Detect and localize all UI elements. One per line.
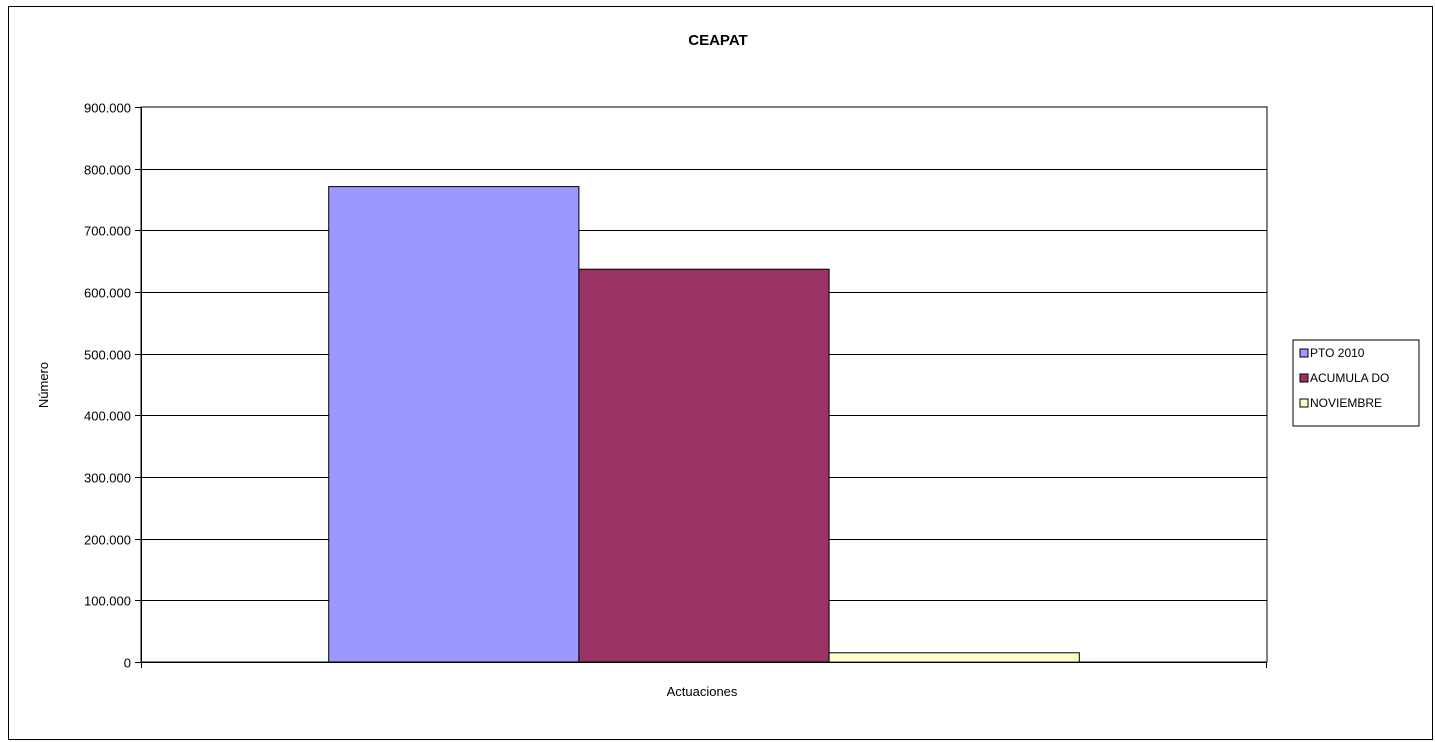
y-tick-label: 0 (124, 656, 131, 671)
y-tick-label: 400.000 (84, 409, 131, 424)
y-tick-label: 600.000 (84, 286, 131, 301)
bar (828, 652, 1080, 663)
y-axis-label: Número (36, 362, 51, 408)
bars (328, 186, 1080, 663)
legend-label: NOVIEMBRE (1310, 396, 1382, 410)
legend: PTO 2010 ACUMULA DO NOVIEMBRE (1292, 339, 1420, 427)
y-tick-label: 900.000 (84, 101, 131, 116)
legend-label: PTO 2010 (1310, 346, 1365, 360)
y-tick-label: 800.000 (84, 163, 131, 178)
y-tick-label: 500.000 (84, 348, 131, 363)
legend-swatch (1299, 373, 1309, 383)
bar (578, 268, 830, 663)
y-tick-label: 300.000 (84, 471, 131, 486)
legend-label: ACUMULA DO (1310, 371, 1389, 385)
x-axis-label: Actuaciones (667, 684, 738, 699)
y-tick-label: 200.000 (84, 533, 131, 548)
y-tick-labels: 0 100.000 200.000 300.000 400.000 500.000 600.… (84, 101, 131, 671)
legend-box (1292, 339, 1420, 427)
y-tick-label: 100.000 (84, 594, 131, 609)
axes (135, 107, 1267, 668)
legend-swatch (1299, 398, 1309, 408)
chart-title: CEAPAT (688, 32, 747, 49)
bar (328, 186, 580, 663)
legend-swatch (1299, 348, 1309, 358)
y-tick-label: 700.000 (84, 224, 131, 239)
